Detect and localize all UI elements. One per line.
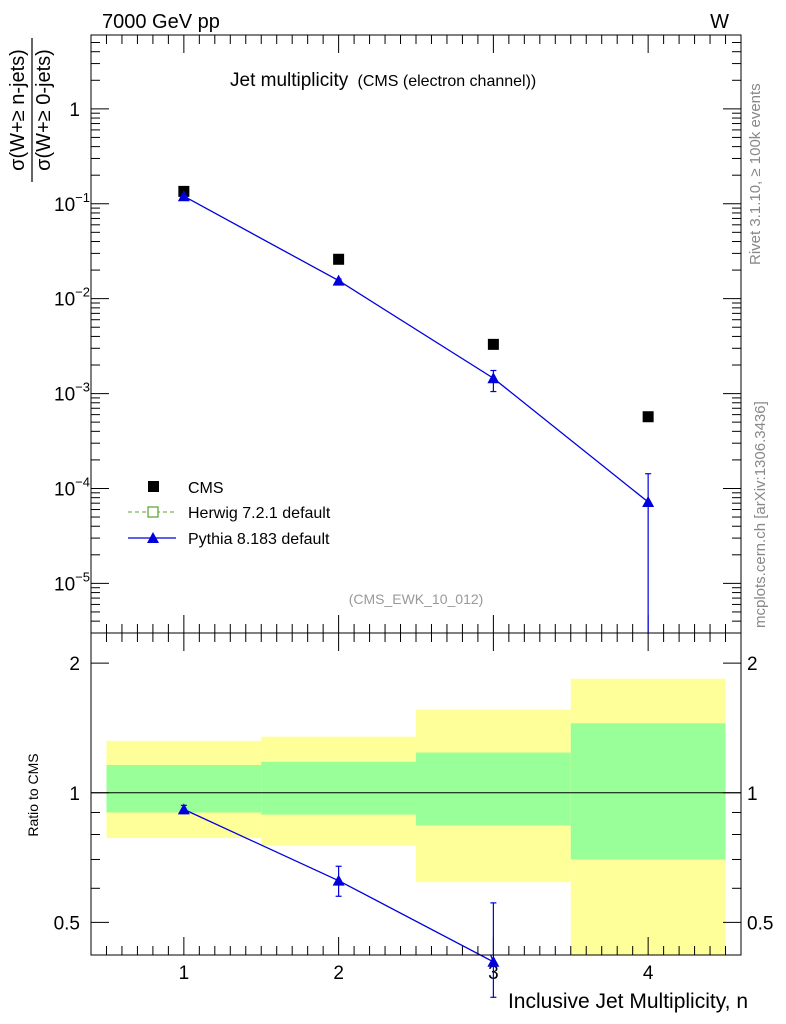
plot-title-sub: (CMS (electron channel))	[358, 73, 537, 90]
rivet-label: Rivet 3.1.10, ≥ 100k events	[747, 83, 764, 265]
ratio-band-inner	[570, 723, 726, 860]
legend-herwig-marker	[147, 506, 159, 518]
main-ytick-label: 10−1	[54, 190, 90, 216]
ratio-ytick-label-left: 1	[69, 784, 80, 805]
main-ytick-label: 10−2	[54, 285, 90, 311]
mcplots-label: mcplots.cern.ch [arXiv:1306.3436]	[752, 401, 769, 628]
ratio-ytick-label-right: 1	[747, 784, 758, 805]
cms-data-point	[642, 411, 654, 423]
ratio-ytick-label-left: 2	[69, 654, 80, 675]
analysis-label: (CMS_EWK_10_012)	[349, 591, 484, 607]
pythia-data-point	[332, 274, 345, 286]
main-y-axis: 1 10−1 10−2 10−3 10−4 10−5	[54, 34, 741, 634]
main-ytick-label: 1	[69, 100, 80, 121]
main-ytick-label: 10−4	[54, 474, 90, 500]
x-tick-label: 1	[179, 963, 190, 984]
ratio-ytick-label-left: 0.5	[54, 913, 80, 934]
main-y-axis-label: σ(W+≥ n-jets) σ(W+≥ 0-jets)	[7, 38, 55, 182]
main-panel: 1 10−1 10−2 10−3 10−4 10−5 Jet multiplicity (…	[7, 34, 742, 634]
pythia-ratio-point	[332, 874, 345, 886]
ratio-band-inner	[261, 761, 416, 815]
y-label-denominator: σ(W+≥ 0-jets)	[33, 49, 55, 171]
pythia-ratio-point	[177, 803, 190, 815]
pythia-data-point	[487, 372, 500, 384]
main-x-axis	[105, 35, 727, 633]
x-axis-label: Inclusive Jet Multiplicity, n	[508, 990, 748, 1013]
pythia-data-point	[177, 190, 190, 202]
ratio-y-axis: 0.5 0.5 1 1 2 2	[54, 654, 774, 934]
energy-label: 7000 GeV pp	[102, 11, 220, 33]
x-tick-label: 2	[333, 963, 344, 984]
pythia-data-point	[642, 496, 655, 508]
ratio-frame	[90, 632, 742, 956]
cms-data-point	[487, 338, 499, 350]
legend-herwig-label: Herwig 7.2.1 default	[188, 505, 331, 522]
ratio-band-inner	[416, 752, 571, 826]
legend-cms-marker	[148, 481, 159, 492]
pythia-line	[183, 195, 649, 503]
legend-cms-label: CMS	[188, 480, 224, 497]
ratio-y-axis-label: Ratio to CMS	[25, 753, 41, 836]
legend-pythia-label: Pythia 8.183 default	[188, 531, 330, 548]
legend: CMS Herwig 7.2.1 default Pythia 8.183 de…	[128, 480, 331, 548]
plot-title-main: Jet multiplicity	[230, 70, 349, 91]
cms-data-point	[333, 253, 345, 265]
legend-pythia-marker	[147, 532, 159, 543]
ratio-ytick-label-right: 2	[747, 654, 758, 675]
main-ytick-label: 10−5	[54, 569, 90, 595]
plot-title: Jet multiplicity (CMS (electron channel)…	[230, 70, 536, 91]
y-label-numerator: σ(W+≥ n-jets)	[7, 49, 29, 171]
ratio-ytick-label-right: 0.5	[747, 913, 773, 934]
x-tick-label: 4	[643, 963, 654, 984]
pythia-ratio-point	[487, 955, 500, 967]
process-label: W	[710, 11, 729, 33]
main-ytick-label: 10−3	[54, 380, 90, 406]
